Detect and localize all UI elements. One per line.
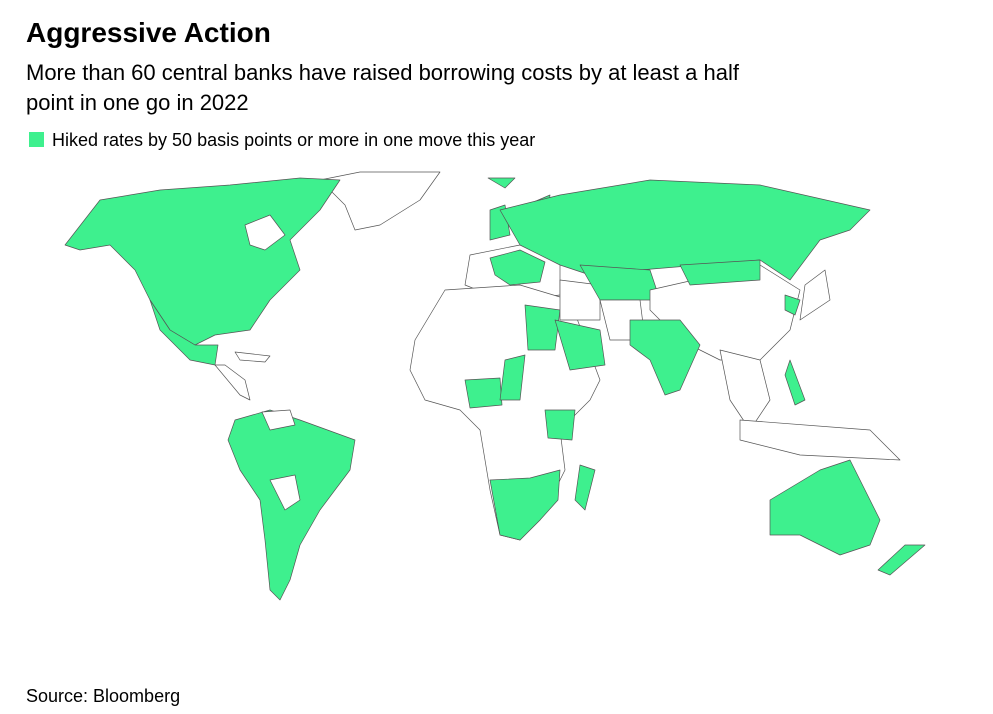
title: Aggressive Action (26, 17, 271, 48)
legend-swatch (29, 132, 44, 147)
country (784, 359, 806, 406)
world-map (64, 171, 926, 601)
country (499, 354, 526, 401)
country (739, 419, 901, 461)
country (319, 171, 441, 231)
country (574, 464, 596, 511)
country (261, 409, 296, 431)
subtitle: More than 60 central banks have raised b… (26, 60, 740, 85)
country (559, 279, 601, 321)
legend-label: Hiked rates by 50 basis points or more i… (52, 130, 535, 150)
country (877, 544, 926, 576)
country (499, 179, 871, 281)
country (719, 349, 771, 431)
subtitle: point in one go in 2022 (26, 90, 249, 115)
country (149, 299, 219, 366)
country (464, 377, 503, 409)
country (489, 249, 546, 286)
country (269, 474, 301, 511)
country (554, 319, 606, 371)
country (214, 364, 251, 401)
country (524, 304, 561, 351)
country (799, 269, 831, 321)
country (679, 259, 761, 286)
country (784, 294, 801, 316)
country (629, 319, 701, 396)
country (544, 409, 576, 441)
country (769, 459, 881, 556)
source: Source: Bloomberg (26, 686, 180, 706)
country (489, 469, 561, 541)
country (234, 351, 271, 363)
country (487, 177, 516, 189)
country (64, 177, 341, 346)
lake (244, 214, 286, 251)
